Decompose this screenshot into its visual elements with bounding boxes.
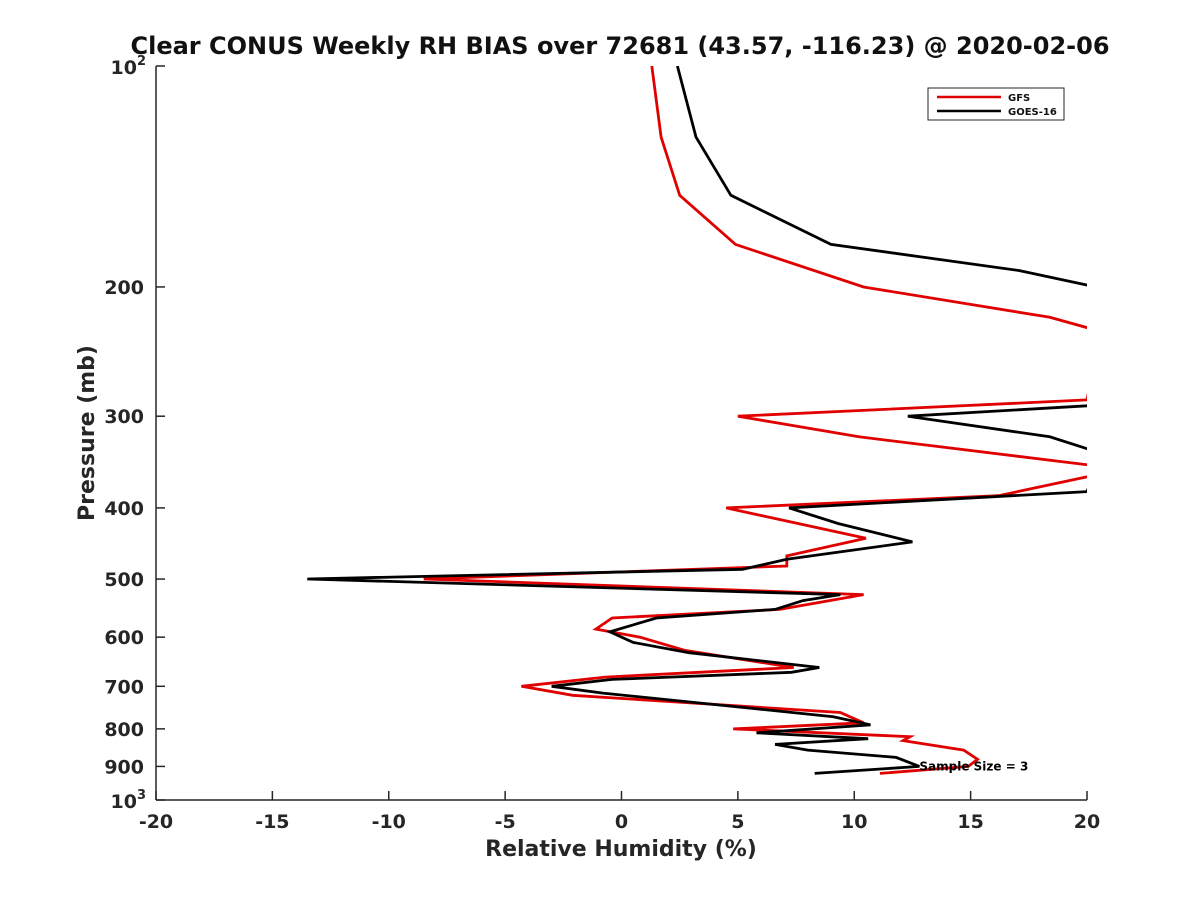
y-tick-label: 400 bbox=[104, 498, 144, 520]
y-tick-label: 800 bbox=[104, 719, 144, 741]
y-tick-label: 102 bbox=[111, 54, 147, 79]
sample-size-annotation: Sample Size = 3 bbox=[919, 759, 1028, 773]
y-axis-label: Pressure (mb) bbox=[75, 345, 100, 521]
series-line-goes-16 bbox=[307, 66, 1087, 775]
x-tick-label: -10 bbox=[372, 811, 406, 833]
x-ticks: -20 -15 -10 -5 0 5 10 15 20 bbox=[139, 791, 1100, 833]
legend: GFS GOES-16 bbox=[927, 87, 1065, 121]
y-tick-label: 103 bbox=[111, 788, 147, 813]
y-tick-label: 900 bbox=[104, 756, 144, 778]
y-ticks: 102 200 300 400 500 600 700 800 900 103 bbox=[104, 54, 165, 813]
x-tick-label: 15 bbox=[957, 811, 983, 833]
y-tick-label: 700 bbox=[104, 676, 144, 698]
y-tick-label: 300 bbox=[104, 406, 144, 428]
x-tick-label: 5 bbox=[731, 811, 744, 833]
x-tick-label: -15 bbox=[255, 811, 289, 833]
y-tick-label: 500 bbox=[104, 569, 144, 591]
x-tick-label: -20 bbox=[139, 811, 173, 833]
chart-title: Clear CONUS Weekly RH BIAS over 72681 (4… bbox=[130, 32, 1109, 60]
y-tick-label: 600 bbox=[104, 627, 144, 649]
plot-area bbox=[307, 66, 1087, 775]
x-axis-label: Relative Humidity (%) bbox=[485, 837, 757, 862]
x-tick-label: 10 bbox=[841, 811, 867, 833]
x-tick-label: 0 bbox=[615, 811, 628, 833]
legend-box bbox=[927, 87, 1065, 121]
legend-label-goes-16: GOES-16 bbox=[1008, 107, 1057, 118]
x-tick-label: 20 bbox=[1074, 811, 1100, 833]
y-tick-label: 200 bbox=[104, 277, 144, 299]
legend-label-gfs: GFS bbox=[1008, 93, 1030, 104]
x-tick-label: -5 bbox=[495, 811, 516, 833]
series-line-gfs bbox=[423, 66, 1087, 775]
